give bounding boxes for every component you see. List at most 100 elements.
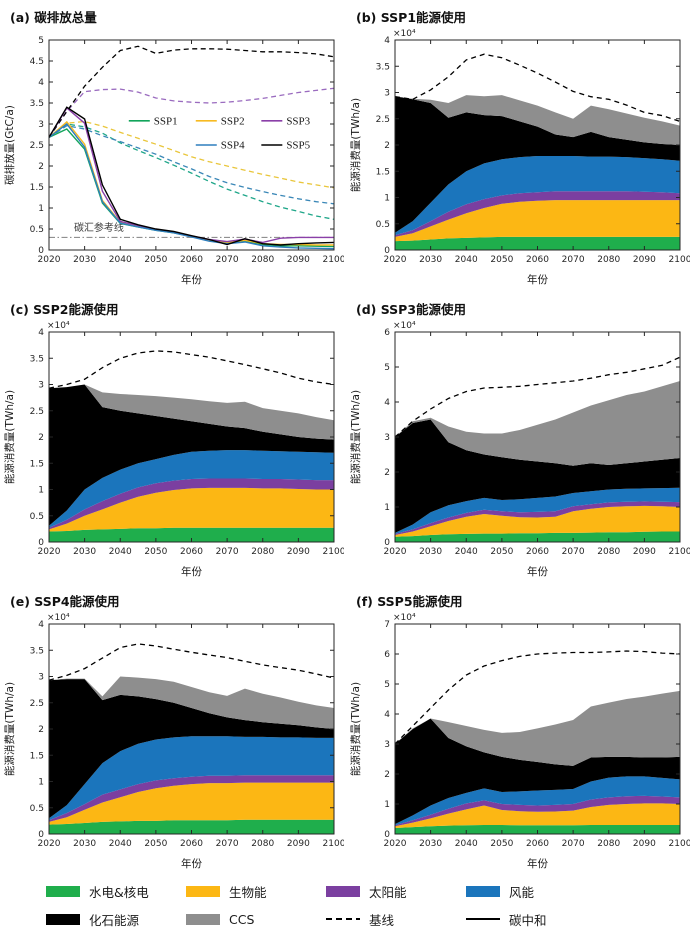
legend-label-ccs: CCS <box>229 911 255 927</box>
area-solar <box>49 775 334 822</box>
panel-f: (f) SSP5能源使用 2020 2030 2040 2050 2060 2070 208… <box>346 584 692 876</box>
inline-legend-label-ssp5: SSP5 <box>286 140 310 152</box>
y-axis-label: 能源消费量(TWh/a) <box>349 390 362 484</box>
panel-a: (a) 碳排放总量 碳汇参考线 SSP1 SSP2 SSP3 SSP4 SSP5 2020 2… <box>0 0 346 292</box>
panel-e-chart: 2020 2030 2040 2050 2060 2070 2080 2090 2100 0 0.5… <box>2 609 346 871</box>
line-ssp1-baseline <box>48 123 335 220</box>
y-tick-label: 2.5 <box>30 699 44 709</box>
y-tick-label: 5 <box>384 363 390 373</box>
area-ccs <box>395 690 680 766</box>
y-tick-label: 7 <box>384 620 390 630</box>
x-tick-label: 2070 <box>562 255 585 265</box>
x-tick-label: 2040 <box>109 255 132 265</box>
y-tick-label: 1.5 <box>30 459 44 469</box>
x-tick-label: 2080 <box>597 839 620 849</box>
area-bioenergy <box>49 487 334 532</box>
x-tick-label: 2100 <box>323 547 344 557</box>
y-tick-label: 3.5 <box>376 62 390 72</box>
baseline-line <box>48 643 335 681</box>
y-tick-label: 1 <box>38 204 44 214</box>
panel-f-title: (f) SSP5能源使用 <box>356 594 463 609</box>
y-tick-label: 2.5 <box>376 115 390 125</box>
y-tick-label: 3 <box>384 89 390 99</box>
legend-item-hydro-nuclear: 水电&核电 <box>46 882 186 901</box>
x-tick-label: 2090 <box>633 255 656 265</box>
legend-label-wind: 风能 <box>509 884 535 900</box>
x-tick-label: 2080 <box>251 839 274 849</box>
legend-row-1: 水电&核电 生物能 太阳能 风能 <box>46 882 606 901</box>
legend-item-ccs: CCS <box>186 910 326 929</box>
x-tick-label: 2060 <box>526 839 549 849</box>
y-tick-label: 3.5 <box>30 99 44 109</box>
x-tick-label: 2070 <box>562 547 585 557</box>
x-tick-label: 2040 <box>109 547 132 557</box>
x-axis-label: 年份 <box>527 857 548 870</box>
y-tick-label: 2.5 <box>30 141 44 151</box>
area-solar <box>49 478 334 530</box>
y-tick-label: 4 <box>384 36 390 46</box>
baseline-line <box>394 53 681 123</box>
x-tick-label: 2050 <box>144 547 167 557</box>
area-ccs <box>49 676 334 729</box>
line-ssp4 <box>48 123 335 250</box>
area-fossil <box>395 419 680 533</box>
x-tick-label: 2100 <box>323 255 344 265</box>
x-tick-label: 2100 <box>669 255 690 265</box>
y-tick-label: 3 <box>384 433 390 443</box>
x-tick-label: 2030 <box>73 839 96 849</box>
legend-swatch-hydro-nuclear <box>46 885 80 897</box>
x-tick-label: 2040 <box>109 839 132 849</box>
y-tick-label: 2 <box>384 770 390 780</box>
y-tick-label: 0.5 <box>30 804 44 814</box>
x-tick-label: 2050 <box>490 255 513 265</box>
x-tick-label: 2070 <box>562 839 585 849</box>
x-tick-label: 2090 <box>287 255 310 265</box>
x-tick-label: 2060 <box>526 547 549 557</box>
area-solar <box>395 795 680 827</box>
x-tick-label: 2080 <box>597 547 620 557</box>
y-tick-label: 6 <box>384 328 390 338</box>
area-wind <box>49 450 334 528</box>
x-tick-label: 2090 <box>633 547 656 557</box>
y-tick-label: 1.5 <box>30 183 44 193</box>
y-tick-label: 1 <box>384 800 390 810</box>
panel-a-title: (a) 碳排放总量 <box>10 10 97 25</box>
x-tick-label: 2070 <box>216 839 239 849</box>
panel-b: (b) SSP1能源使用 2020 2030 2040 2050 2060 2070 208… <box>346 0 692 292</box>
x-tick-label: 2030 <box>419 547 442 557</box>
y-tick-label: 0 <box>38 538 44 548</box>
legend-swatch-carbon-neutral <box>466 918 500 920</box>
panel-c-chart: 2020 2030 2040 2050 2060 2070 2080 2090 2100 0 0.5… <box>2 317 346 579</box>
reference-line-label: 碳汇参考线 <box>74 221 124 234</box>
y-axis-label: 碳排放量(GtC/a) <box>3 105 16 185</box>
inline-legend-label-ssp1: SSP1 <box>154 115 178 127</box>
x-tick-label: 2100 <box>669 547 690 557</box>
area-fossil <box>49 679 334 819</box>
y-tick-label: 3 <box>38 381 44 391</box>
figure-legend: 水电&核电 生物能 太阳能 风能 化石能源 CCS 基线 碳中和 <box>0 876 692 944</box>
chart-e-svg: 2020 2030 2040 2050 2060 2070 2080 2090 2100 0 0.5… <box>3 613 344 870</box>
panel-b-chart: 2020 2030 2040 2050 2060 2070 2080 2090 2100 0 0.5… <box>348 25 692 287</box>
line-ssp5 <box>48 106 335 246</box>
legend-label-hydro-nuclear: 水电&核电 <box>89 884 149 900</box>
x-axis-label: 年份 <box>527 565 548 578</box>
legend-item-bioenergy: 生物能 <box>186 882 326 901</box>
x-tick-label: 2030 <box>419 839 442 849</box>
panel-c-title: (c) SSP2能源使用 <box>10 302 119 317</box>
x-tick-label: 2050 <box>490 547 513 557</box>
x-tick-label: 2090 <box>287 547 310 557</box>
area-wind <box>395 487 680 534</box>
area-ccs <box>395 381 680 466</box>
x-tick-label: 2060 <box>526 255 549 265</box>
panel-c: (c) SSP2能源使用 2020 2030 2040 2050 2060 2070 208… <box>0 292 346 584</box>
y-tick-label: 4 <box>384 398 390 408</box>
x-tick-label: 2030 <box>73 255 96 265</box>
y-tick-label: 4.5 <box>30 57 44 67</box>
area-solar <box>395 191 680 237</box>
legend-label-baseline: 基线 <box>369 912 395 928</box>
panel-d-chart: 2020 2030 2040 2050 2060 2070 2080 2090 2100 0 1 2 3… <box>348 317 692 579</box>
legend-label-fossil: 化石能源 <box>89 912 140 928</box>
chart-f-svg: 2020 2030 2040 2050 2060 2070 2080 2090 2100 0 1 2 3… <box>349 613 690 870</box>
legend-item-carbon-neutral: 碳中和 <box>466 910 606 929</box>
